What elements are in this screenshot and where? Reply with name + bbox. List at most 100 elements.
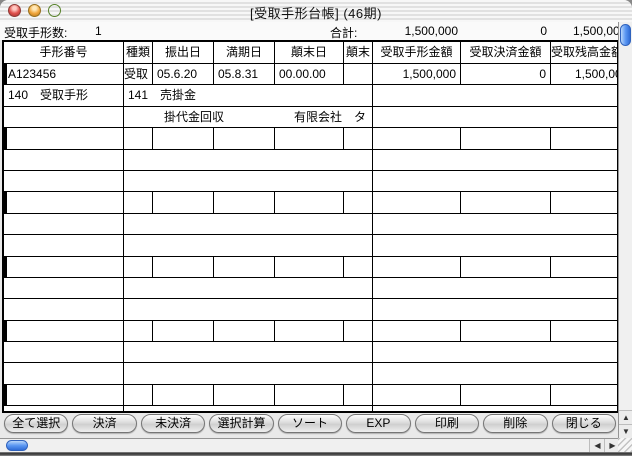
end-date-cell: 00.00.00 <box>275 64 344 85</box>
resize-grip-icon[interactable] <box>618 438 632 452</box>
delete-button[interactable]: 削除 <box>483 414 548 433</box>
title-bar[interactable]: [受取手形台帳] (46期) <box>0 0 632 23</box>
scroll-down-icon[interactable]: ▼ <box>619 424 632 438</box>
horizontal-scroll-thumb[interactable] <box>6 440 28 451</box>
empty-cell <box>275 192 344 213</box>
export-button[interactable]: EXP <box>346 414 411 433</box>
empty-cell <box>4 213 124 235</box>
empty-cell <box>124 406 373 411</box>
empty-cell <box>373 363 617 383</box>
empty-cell <box>4 128 124 149</box>
empty-cell <box>373 342 617 362</box>
header-end-date[interactable]: 顛末日 <box>275 42 344 63</box>
table-row-sub[interactable] <box>4 406 617 411</box>
empty-cell <box>373 256 461 277</box>
empty-cell <box>461 320 551 342</box>
horizontal-scrollbar[interactable]: ◀ ▶ <box>0 438 620 452</box>
empty-cell <box>214 256 275 277</box>
bill-amount-cell: 1,500,000 <box>373 64 461 85</box>
empty-cell <box>153 384 214 406</box>
empty-cell <box>373 406 617 411</box>
table-body: A123456 受取 05.6.20 05.8.31 00.00.00 1,50… <box>4 64 617 411</box>
empty-cell <box>153 128 214 149</box>
table-row-sub[interactable] <box>4 277 617 300</box>
table-row-sub[interactable] <box>4 213 617 236</box>
row-marker <box>4 256 7 277</box>
table-row-sub-memo[interactable]: 掛代金回収 有限会社 タ <box>4 106 617 129</box>
empty-cell <box>4 235 124 256</box>
table-header-row: 手形番号 種類 振出日 満期日 顛末日 顛末 受取手形金額 受取決済金額 受取残… <box>4 42 617 64</box>
row-marker <box>4 64 7 85</box>
table-row-sub[interactable] <box>4 363 617 385</box>
empty-cell <box>551 192 617 212</box>
header-settled-amount[interactable]: 受取決済金額 <box>461 42 551 63</box>
select-all-button[interactable]: 全て選択 <box>4 414 69 433</box>
zoom-window-icon[interactable] <box>48 4 61 17</box>
table-row-main[interactable] <box>4 320 617 343</box>
empty-cell <box>153 192 214 213</box>
table-row-main[interactable] <box>4 192 617 214</box>
header-bill-number[interactable]: 手形番号 <box>4 42 124 63</box>
empty-cell <box>214 128 275 149</box>
empty-cell <box>551 385 617 405</box>
empty-cell <box>214 192 275 213</box>
header-end-status[interactable]: 顛末 <box>344 42 373 63</box>
total-settled-amount: 0 <box>540 24 547 38</box>
scroll-up-icon[interactable]: ▲ <box>619 410 632 424</box>
row-marker <box>4 128 7 149</box>
table-row-main[interactable] <box>4 384 617 407</box>
print-button[interactable]: 印刷 <box>414 414 480 433</box>
empty-cell <box>344 320 373 342</box>
empty-cell <box>124 277 373 299</box>
selection-calc-button[interactable]: 選択計算 <box>209 414 274 433</box>
bill-count-value: 1 <box>95 24 102 38</box>
table-row-main[interactable]: A123456 受取 05.6.20 05.8.31 00.00.00 1,50… <box>4 64 617 86</box>
scroll-left-icon[interactable]: ◀ <box>589 439 605 452</box>
empty-cell <box>275 320 344 342</box>
header-balance-amount[interactable]: 受取残高金額 <box>551 45 617 59</box>
empty-cell <box>373 299 617 319</box>
vertical-scroll-thumb[interactable] <box>620 24 631 46</box>
empty-cell <box>124 299 373 320</box>
header-due-date[interactable]: 満期日 <box>214 42 275 63</box>
footer-button-bar: 全て選択 決済 未決済 選択計算 ソート EXP 印刷 削除 閉じる <box>2 414 618 434</box>
header-bill-amount[interactable]: 受取手形金額 <box>373 42 461 63</box>
header-type[interactable]: 種類 <box>124 42 153 63</box>
header-issue-date[interactable]: 振出日 <box>153 42 214 63</box>
table-row-sub[interactable] <box>4 170 617 193</box>
close-button[interactable]: 閉じる <box>551 414 616 433</box>
empty-cell <box>124 192 153 213</box>
table-row-main[interactable] <box>4 128 617 150</box>
settled-amount-cell: 0 <box>461 64 551 85</box>
empty-cell <box>153 320 214 342</box>
credit-account-cell: 141 売掛金 <box>124 85 373 106</box>
empty-cell <box>373 278 617 298</box>
empty-cell <box>124 320 153 342</box>
empty-cell <box>4 406 124 411</box>
table-row-sub[interactable] <box>4 149 617 171</box>
settle-button[interactable]: 決済 <box>72 414 137 433</box>
table-row-main[interactable] <box>4 256 617 278</box>
balance-amount-cell: 1,500,000 <box>575 67 617 81</box>
empty-cell <box>373 150 617 170</box>
summary-bar: 受取手形数: 1 合計: 1,500,000 0 1,500,000 <box>0 22 620 40</box>
close-window-icon[interactable] <box>8 4 21 17</box>
table-row-sub[interactable] <box>4 235 617 257</box>
empty-cell <box>373 320 461 342</box>
vertical-scrollbar[interactable]: ▲ ▼ <box>618 22 632 438</box>
table-row-sub[interactable] <box>4 299 617 321</box>
sort-button[interactable]: ソート <box>277 414 343 433</box>
table-row-sub-accounts[interactable]: 140 受取手形 141 売掛金 <box>4 85 617 107</box>
empty-cell <box>124 342 373 363</box>
unsettle-button[interactable]: 未決済 <box>140 414 206 433</box>
window-bottom-edge <box>0 452 632 456</box>
total-balance-amount: 1,500,000 <box>573 24 620 38</box>
empty-cell <box>4 320 124 342</box>
empty-cell <box>373 235 617 255</box>
scroll-right-icon[interactable]: ▶ <box>604 439 620 452</box>
empty-cell <box>124 213 373 235</box>
empty-cell <box>4 384 124 406</box>
empty-cell <box>461 128 551 149</box>
table-row-sub[interactable] <box>4 342 617 364</box>
minimize-window-icon[interactable] <box>28 4 41 17</box>
